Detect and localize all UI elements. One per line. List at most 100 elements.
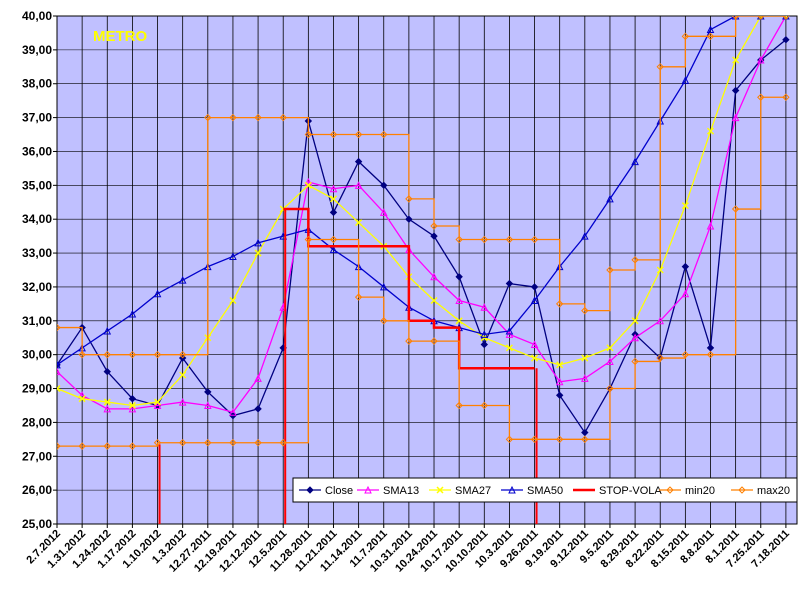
- legend-item-min20: min20: [659, 485, 715, 497]
- data-point: [530, 283, 539, 291]
- data-point: [254, 113, 262, 122]
- data-point: [555, 377, 564, 386]
- data-point: [153, 350, 162, 359]
- data-point: [480, 401, 488, 410]
- data-point: [128, 350, 137, 359]
- data-point: [631, 256, 639, 264]
- data-point: [530, 296, 539, 304]
- data-point: [229, 113, 237, 122]
- data-point: [508, 485, 516, 494]
- data-point: [57, 442, 61, 450]
- data-point: [179, 371, 187, 379]
- y-tick-label: 27,00: [22, 449, 52, 463]
- data-point: [656, 316, 665, 325]
- data-point: [380, 130, 388, 139]
- data-point: [681, 289, 690, 298]
- data-point: [430, 272, 438, 281]
- legend-label: STOP-VOLA: [599, 485, 662, 497]
- data-point: [555, 435, 564, 444]
- data-point: [128, 442, 137, 450]
- data-point: [656, 266, 664, 274]
- data-point: [57, 367, 61, 376]
- data-point: [681, 262, 690, 271]
- y-tick-label: 40,00: [22, 9, 52, 23]
- data-point: [731, 16, 740, 20]
- data-point: [405, 195, 413, 203]
- data-point: [229, 439, 237, 447]
- data-point: [581, 232, 589, 240]
- y-tick-label: 32,00: [22, 280, 52, 294]
- data-point: [304, 181, 312, 189]
- legend-item-sma50: SMA50: [501, 485, 563, 497]
- series-line-close: [57, 39, 787, 434]
- data-point: [531, 354, 539, 362]
- data-point: [480, 303, 489, 311]
- data-point: [606, 357, 614, 365]
- data-point: [430, 222, 438, 230]
- data-point: [581, 306, 589, 315]
- data-point: [530, 340, 539, 349]
- data-point: [254, 405, 262, 413]
- data-point: [706, 127, 715, 135]
- data-point: [706, 350, 715, 359]
- data-point: [178, 276, 187, 284]
- data-point: [666, 486, 674, 494]
- data-point: [103, 442, 111, 450]
- data-point: [103, 326, 112, 335]
- data-point: [279, 439, 287, 447]
- data-point: [380, 317, 388, 325]
- legend-label: min20: [685, 485, 715, 497]
- y-tick-label: 30,00: [22, 348, 52, 362]
- data-point: [756, 55, 765, 64]
- data-point: [178, 350, 187, 359]
- data-point: [782, 93, 790, 101]
- data-point: [782, 35, 790, 44]
- series-min20: [57, 93, 790, 450]
- data-point: [103, 398, 111, 406]
- data-point: [204, 113, 212, 122]
- y-tick-label: 29,00: [22, 382, 52, 396]
- y-tick-label: 37,00: [22, 111, 52, 125]
- data-point: [757, 93, 765, 101]
- data-point: [631, 317, 639, 325]
- data-point: [530, 235, 539, 244]
- data-point: [204, 388, 212, 396]
- data-point: [480, 340, 488, 349]
- series-line-sma13: [57, 16, 787, 413]
- data-point: [379, 282, 388, 291]
- data-point: [405, 337, 413, 345]
- data-point: [354, 293, 363, 301]
- data-point: [656, 63, 664, 71]
- data-point: [505, 279, 514, 288]
- data-point: [329, 184, 338, 193]
- data-point: [732, 56, 740, 64]
- data-point: [304, 235, 313, 244]
- series-max20: [57, 16, 790, 359]
- data-point: [455, 317, 463, 325]
- data-point: [354, 181, 363, 189]
- y-tick-label: 25,00: [22, 517, 52, 531]
- data-point: [254, 374, 262, 382]
- data-point: [153, 289, 162, 298]
- data-point: [379, 208, 388, 216]
- data-point: [229, 252, 237, 260]
- data-point: [606, 384, 614, 393]
- legend-item-sma13: SMA13: [357, 485, 419, 497]
- data-point: [505, 326, 514, 335]
- legend-label: Close: [325, 485, 353, 497]
- data-point: [731, 86, 740, 95]
- chart-title: METRO: [93, 28, 147, 45]
- data-point: [355, 219, 363, 227]
- data-point: [581, 354, 589, 362]
- data-point: [480, 330, 489, 338]
- data-point: [178, 397, 187, 406]
- data-point: [128, 401, 136, 409]
- legend: Close SMA13 SMA27 SMA50 STOP-VOLA min20 max20: [292, 477, 798, 503]
- y-tick-label: 33,00: [22, 246, 52, 260]
- data-point: [436, 486, 444, 494]
- data-point: [631, 333, 639, 342]
- legend-label: SMA27: [455, 485, 491, 497]
- legend-label: max20: [757, 485, 790, 497]
- data-point: [706, 221, 715, 230]
